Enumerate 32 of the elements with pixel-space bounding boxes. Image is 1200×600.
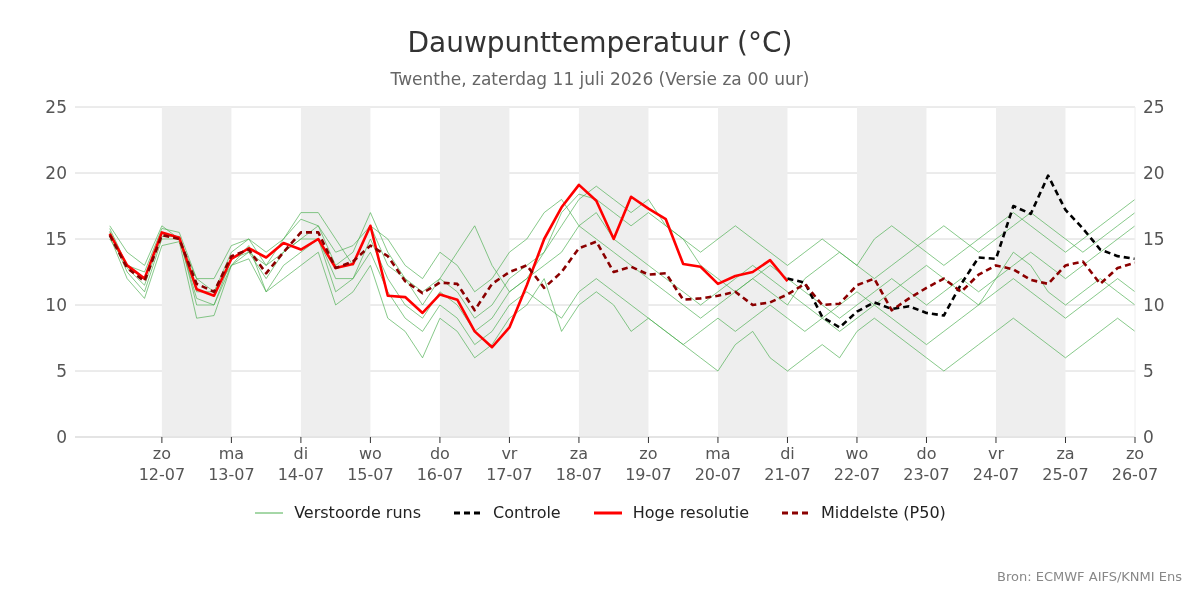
legend-label: Hoge resolutie <box>632 503 749 522</box>
y-tick-label: 15 <box>45 229 67 250</box>
y2-tick-label: 5 <box>1143 361 1154 382</box>
chart-subtitle: Twenthe, zaterdag 11 juli 2026 (Versie za 00 uur) <box>389 69 811 89</box>
x-tick-label: ma 13-07 <box>208 444 255 484</box>
x-tick-label: vr 24-07 <box>972 444 1020 484</box>
y-tick-label: 20 <box>45 163 67 184</box>
y2-tick-label: 25 <box>1143 97 1165 118</box>
y-tick-label: 0 <box>56 427 67 448</box>
x-tick-label: di 14-07 <box>277 444 325 484</box>
x-tick-label: do 23-07 <box>903 444 950 484</box>
x-tick-label: za 18-07 <box>555 444 603 484</box>
y-tick-label: 10 <box>45 295 67 316</box>
chart-title: Dauwpunttemperatuur (°C) <box>406 25 794 59</box>
x-tick-label: zo 19-07 <box>625 444 672 484</box>
x-tick-label: di 21-07 <box>764 444 811 484</box>
legend-label: Middelste (P50) <box>820 503 946 522</box>
text: Bron: ECMWF AIFS/KNMI Ens <box>997 569 1182 584</box>
legend-label: Verstoorde runs <box>294 503 422 522</box>
x-tick-label: zo 12-07 <box>138 444 186 484</box>
x-tick-label: za 25-07 <box>1042 444 1089 484</box>
x-tick-label: vr 17-07 <box>486 444 533 484</box>
y-tick-label: 25 <box>45 97 67 118</box>
x-tick-label: wo 22-07 <box>833 444 881 484</box>
x-tick-label: do 16-07 <box>416 444 464 484</box>
x-tick-label: wo 15-07 <box>347 444 394 484</box>
legend-label: Controle <box>493 503 561 522</box>
y2-tick-label: 15 <box>1143 229 1165 250</box>
y-tick-label: 5 <box>56 361 67 382</box>
y2-tick-label: 10 <box>1143 295 1165 316</box>
x-tick-label: ma 20-07 <box>694 444 742 484</box>
y2-tick-label: 20 <box>1143 163 1165 184</box>
